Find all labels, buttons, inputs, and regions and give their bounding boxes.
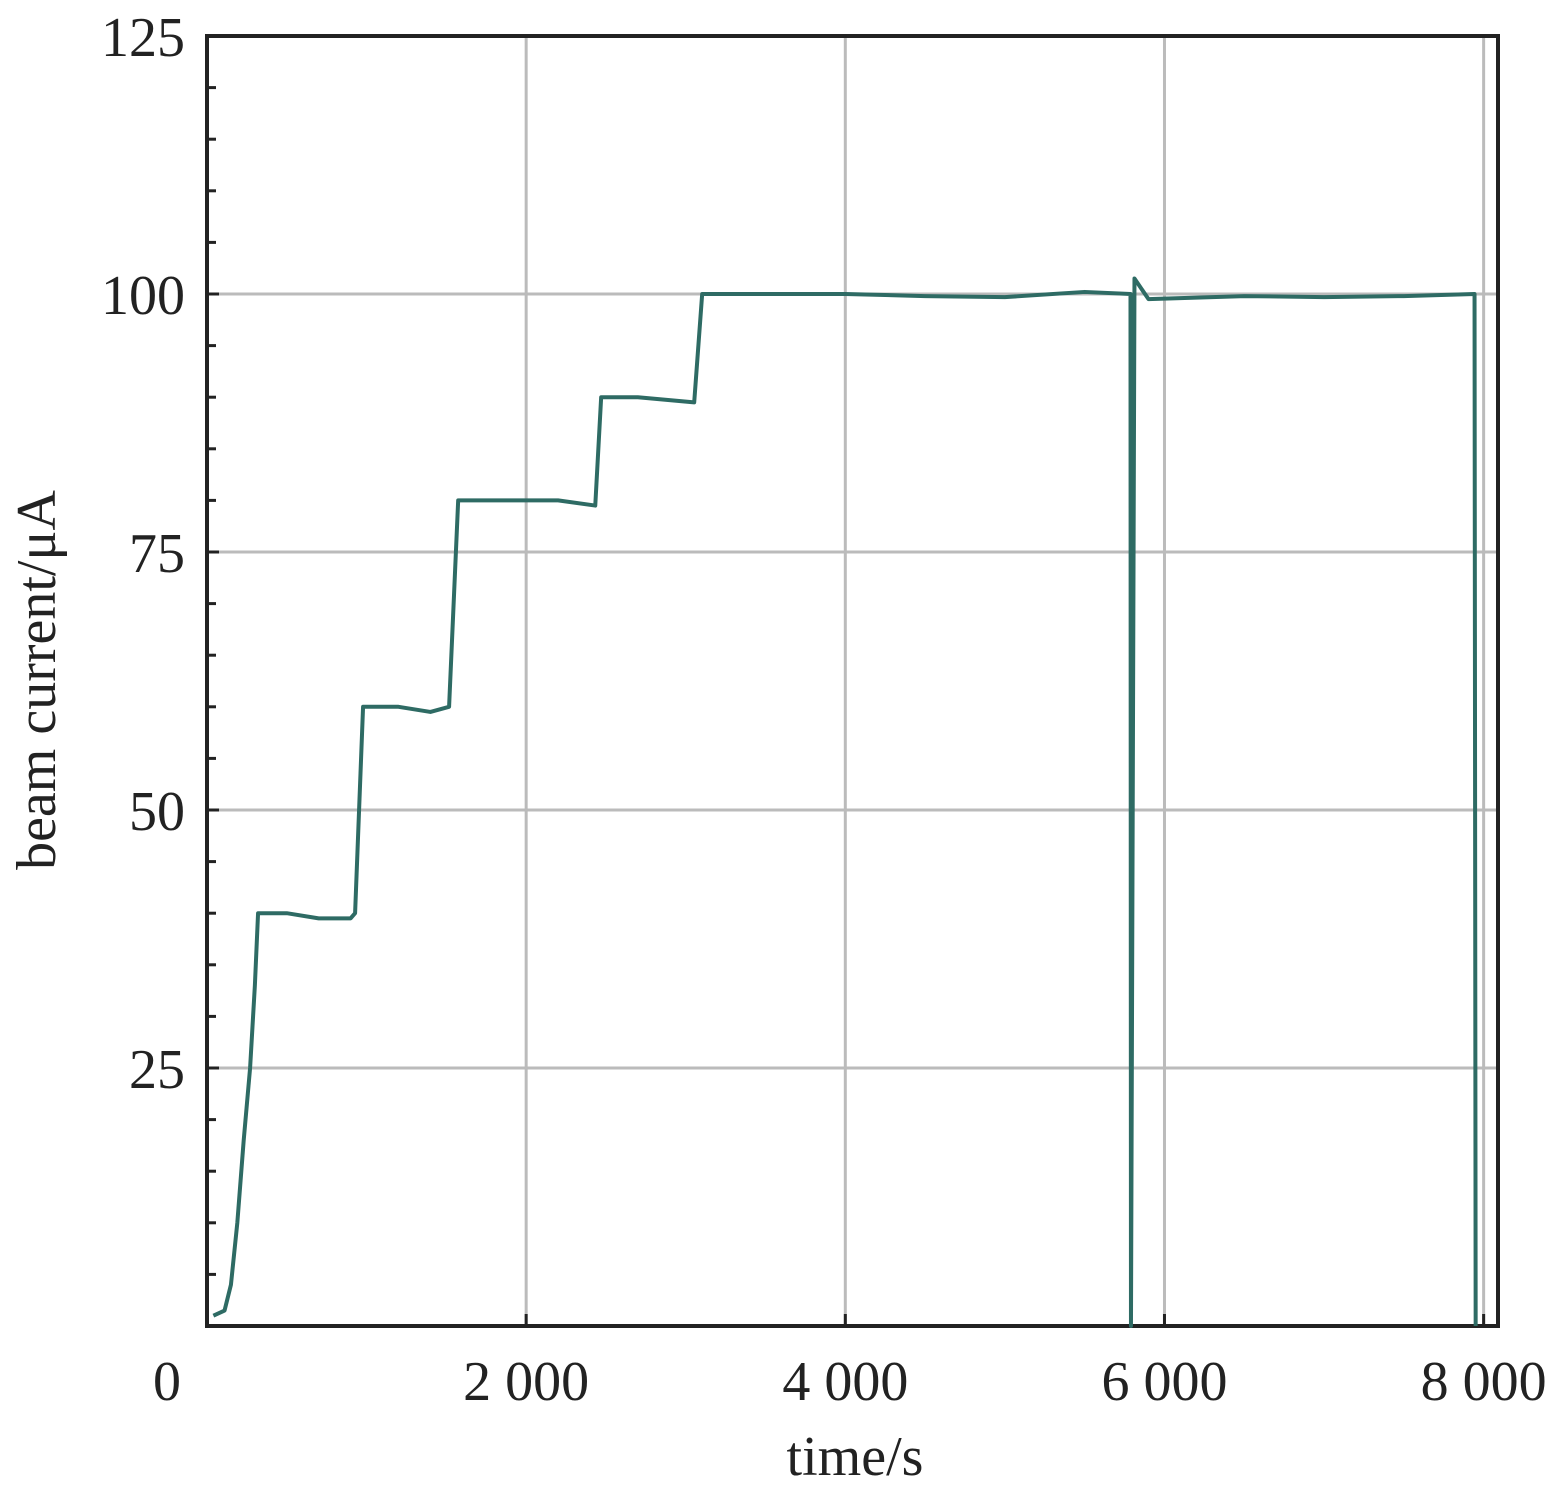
x-tick-label: 2 000	[463, 1351, 589, 1413]
x-axis-label: time/s	[787, 1426, 924, 1488]
x-tick-label: 0	[153, 1351, 181, 1413]
x-tick-label: 6 000	[1101, 1351, 1227, 1413]
y-tick-label: 25	[129, 1039, 185, 1101]
y-tick-label: 50	[129, 781, 185, 843]
y-tick-label: 125	[101, 7, 185, 69]
x-tick-label: 8 000	[1421, 1351, 1547, 1413]
plot-frame	[205, 34, 1500, 1328]
y-tick-label: 75	[129, 523, 185, 585]
x-tick-label: 4 000	[782, 1351, 908, 1413]
y-axis-label: beam current/μA	[6, 490, 68, 870]
y-tick-label: 100	[101, 265, 185, 327]
data-line	[212, 276, 1478, 1328]
